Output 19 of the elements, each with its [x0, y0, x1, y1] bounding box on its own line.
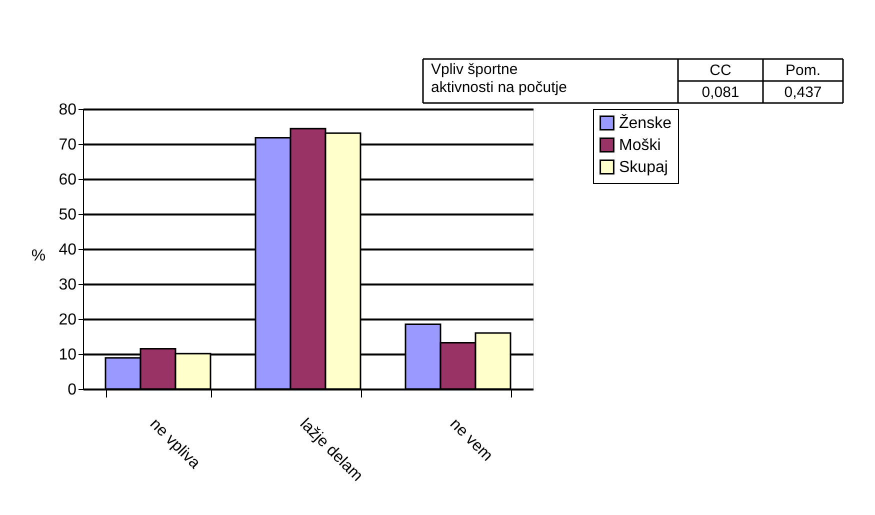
legend-label: Moški	[619, 137, 661, 154]
text: 0,081	[702, 84, 740, 101]
text: 0,437	[784, 84, 822, 101]
text: CC	[710, 62, 732, 79]
y-tick-label: 30	[58, 276, 77, 294]
y-axis-title: %	[31, 248, 46, 264]
legend-label: Skupaj	[619, 159, 668, 176]
legend-label: Ženske	[619, 114, 672, 132]
y-tick-label: 0	[68, 382, 77, 398]
x-tick-label: ne vem	[446, 416, 496, 465]
y-tick-label: 70	[58, 136, 77, 154]
text: Pom.	[785, 62, 821, 79]
y-tick-label: 40	[58, 242, 77, 258]
y-tick-label: 60	[58, 172, 77, 188]
y-tick-label: 20	[58, 312, 77, 328]
y-tick-label: 80	[58, 102, 77, 118]
text: Vpliv športne aktivnosti na počutje	[431, 61, 567, 96]
y-tick-label: 50	[58, 206, 77, 224]
y-tick-label: 10	[58, 346, 77, 364]
